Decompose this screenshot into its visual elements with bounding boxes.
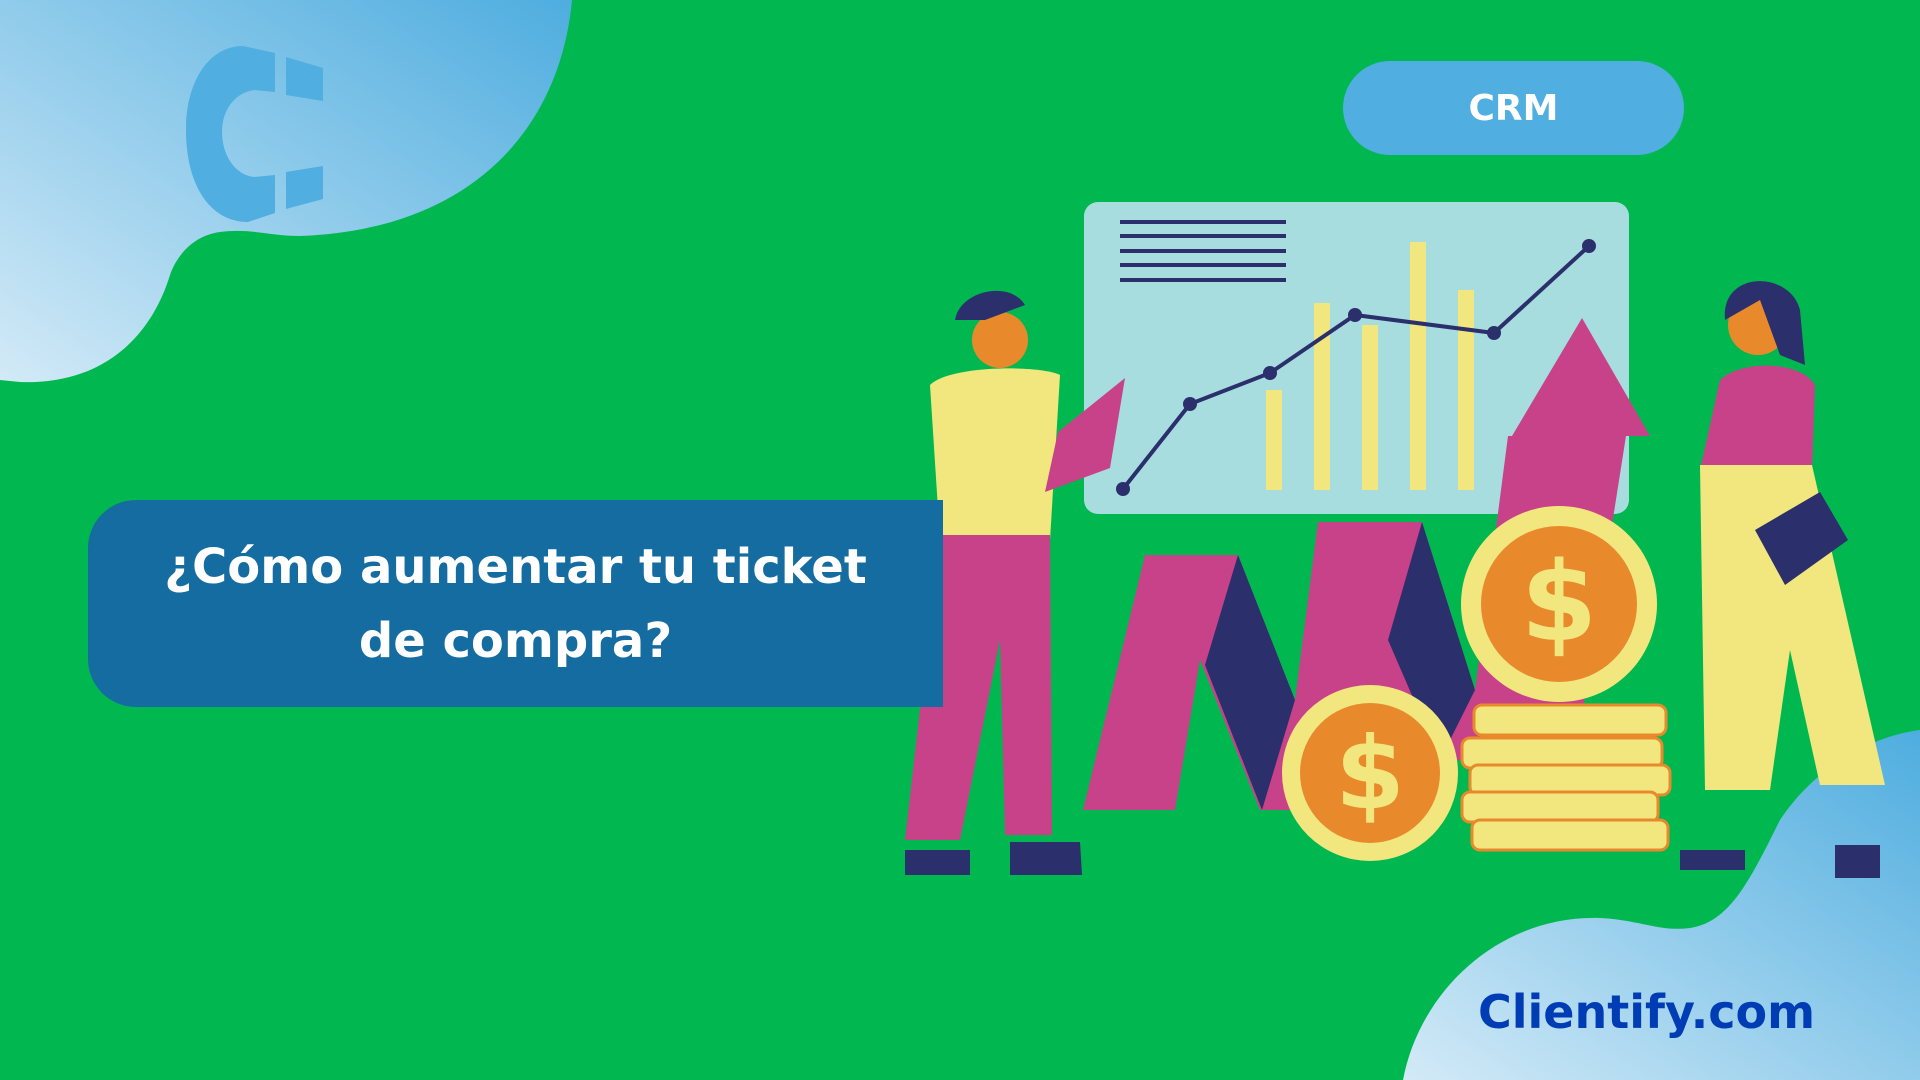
headline-text: ¿Cómo aumentar tu ticket de compra? [164,538,867,669]
svg-text:$: $ [1335,715,1405,832]
brand-url: Clientify.com [1478,985,1816,1039]
clientify-logo-icon [186,46,323,222]
headline-box: ¿Cómo aumentar tu ticket de compra? [88,500,943,707]
crm-badge-label: CRM [1468,87,1559,129]
svg-text:$: $ [1521,538,1598,666]
sales-growth-illustration: $ $ [905,202,1885,878]
crm-badge: CRM [1343,61,1684,155]
bottom-right-blob [1403,730,1920,1080]
woman-figure [1680,281,1885,878]
